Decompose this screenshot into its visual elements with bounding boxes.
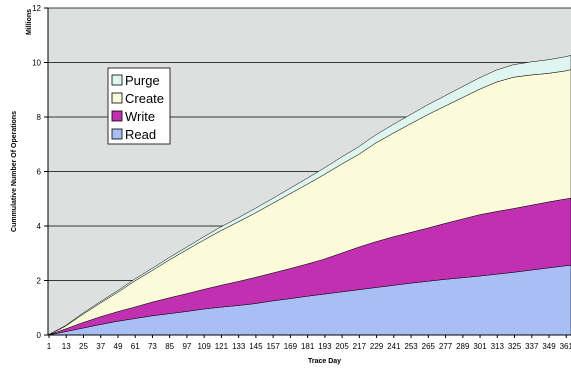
x-tick-label: 37 [96,342,105,351]
x-tick-label: 205 [335,342,349,351]
area-series [47,55,571,336]
x-tick-label: 1 [47,342,52,351]
x-tick-label: 253 [404,342,418,351]
x-tick-label: 49 [114,342,123,351]
legend-label-create: Create [125,91,164,106]
y-tick-label: 4 [37,222,42,231]
legend-swatch-write [111,110,123,122]
x-tick-label: 313 [491,342,505,351]
y-tick-label: 0 [37,331,42,340]
x-tick-label: 217 [353,342,367,351]
x-tick-label: 361 [560,342,571,351]
x-axis-title: Trace Day [308,358,341,365]
y-tick-label: 12 [32,4,41,13]
y-axis-title: Cummulative Number Of Operations [11,111,18,232]
y-unit-label: Millions [26,9,33,35]
y-tick-label: 6 [37,168,42,177]
legend-swatch-read [111,128,123,140]
x-tick-label: 133 [232,342,246,351]
x-tick-label: 121 [215,342,229,351]
x-tick-label: 241 [387,342,401,351]
x-tick-label: 169 [284,342,298,351]
x-tick-label: 325 [508,342,522,351]
y-tick-label: 2 [37,277,42,286]
area-purge [47,55,571,336]
x-tick-label: 157 [266,342,280,351]
x-tick-label: 229 [370,342,384,351]
x-tick-label: 145 [249,342,263,351]
x-tick-label: 25 [79,342,88,351]
x-tick-labels: 1 13 25 37 49 61 73 85 97 109 121 133 145 157 169 181 19… [47,335,571,351]
x-tick-label: 13 [62,342,71,351]
y-tick-label: 10 [32,59,41,68]
x-tick-label: 61 [131,342,140,351]
legend-swatch-purge [111,74,123,86]
x-tick-label: 349 [542,342,556,351]
x-tick-label: 181 [301,342,315,351]
legend-label-write: Write [125,109,155,124]
legend-swatch-create [111,92,123,104]
legend-label-purge: Purge [125,73,160,88]
x-tick-label: 289 [456,342,470,351]
x-tick-label: 337 [525,342,539,351]
x-tick-label: 109 [197,342,211,351]
legend-label-read: Read [125,127,156,142]
legend: Purge Create Write Read [107,67,171,145]
x-tick-label: 193 [318,342,332,351]
x-tick-label: 85 [165,342,174,351]
x-tick-label: 301 [473,342,487,351]
y-tick-label: 8 [37,113,42,122]
x-tick-label: 265 [422,342,436,351]
x-tick-label: 277 [439,342,453,351]
x-tick-label: 73 [148,342,157,351]
x-tick-label: 97 [182,342,191,351]
y-tick-labels: 0 2 4 6 8 10 12 [32,4,48,340]
